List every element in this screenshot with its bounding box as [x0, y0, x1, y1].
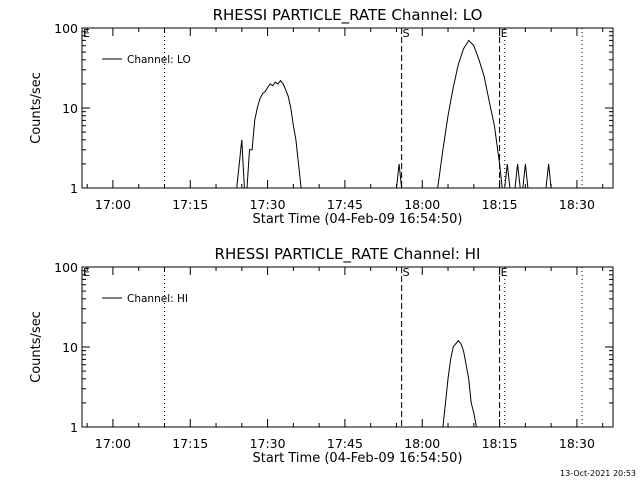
x-tick-label: 18:30 [559, 436, 595, 451]
x-axis-label: Start Time (04-Feb-09 16:54:50) [253, 212, 463, 227]
marker-label: S [403, 266, 410, 279]
x-tick-label: 17:30 [250, 436, 286, 451]
series-line-0 [236, 39, 552, 189]
x-tick-label: 17:45 [327, 197, 363, 212]
y-tick-label: 10 [62, 101, 78, 116]
series-line-0 [442, 339, 479, 428]
x-axis-label: Start Time (04-Feb-09 16:54:50) [253, 451, 463, 466]
y-tick-label: 10 [62, 340, 78, 355]
marker-label: E [83, 27, 90, 40]
x-tick-label: 17:15 [172, 197, 208, 212]
x-tick-label: 18:15 [482, 436, 518, 451]
marker-label: E [501, 27, 508, 40]
y-axis-label: Counts/sec [29, 72, 44, 144]
chart-panel-0: RHESSI PARTICLE_RATE Channel: LO 1 10 100 17… [29, 6, 614, 227]
x-tick-label: 17:00 [95, 197, 131, 212]
x-tick-label: 17:45 [327, 436, 363, 451]
legend-label: Channel: HI [127, 293, 188, 305]
chart-panel-1: RHESSI PARTICLE_RATE Channel: HI 1 10 100 17… [29, 245, 614, 466]
legend-label: Channel: LO [127, 54, 191, 66]
chart-title: RHESSI PARTICLE_RATE Channel: LO [213, 6, 483, 25]
x-tick-label: 18:15 [482, 197, 518, 212]
marker-label: E [501, 266, 508, 279]
x-tick-label: 18:30 [559, 197, 595, 212]
y-tick-label: 100 [54, 260, 78, 275]
chart-title: RHESSI PARTICLE_RATE Channel: HI [215, 245, 481, 264]
timestamp: 13-Oct-2021 20:53 [560, 469, 636, 478]
x-tick-label: 17:00 [95, 436, 131, 451]
y-tick-label: 1 [70, 181, 78, 196]
panels: RHESSI PARTICLE_RATE Channel: LO 1 10 100 17… [29, 6, 614, 466]
y-tick-label: 1 [70, 420, 78, 435]
x-tick-label: 17:15 [172, 436, 208, 451]
marker-label: E [83, 266, 90, 279]
y-axis-label: Counts/sec [29, 311, 44, 383]
marker-label: S [403, 27, 410, 40]
y-tick-label: 100 [54, 21, 78, 36]
x-tick-label: 17:30 [250, 197, 286, 212]
x-tick-label: 18:00 [404, 436, 440, 451]
x-tick-label: 18:00 [404, 197, 440, 212]
